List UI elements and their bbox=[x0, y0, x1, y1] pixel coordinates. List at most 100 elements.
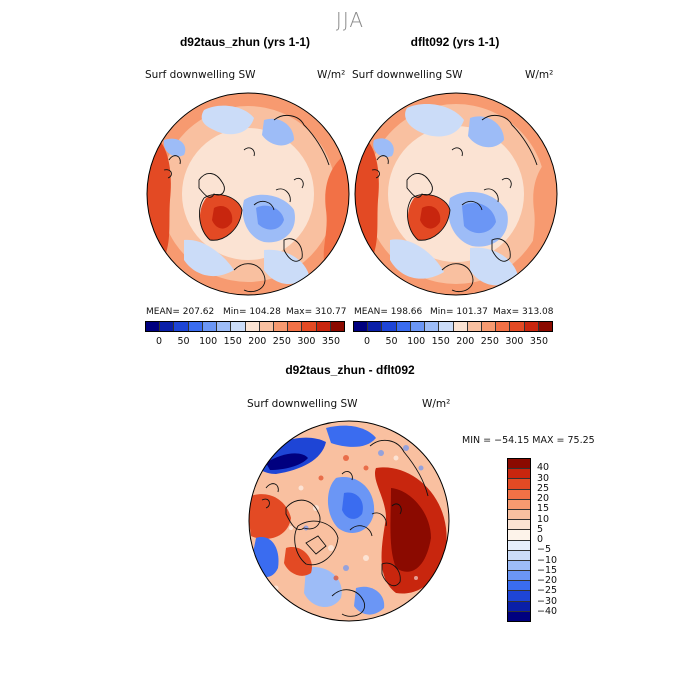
left-variable-label: Surf downwelling SW bbox=[145, 69, 256, 81]
right-colorbar bbox=[353, 321, 553, 332]
left-colorbar-swatch bbox=[231, 322, 246, 331]
diff-colorbar-swatch bbox=[508, 479, 530, 490]
left-colorbar-swatch bbox=[174, 322, 189, 331]
diff-colorbar-swatch bbox=[508, 459, 530, 470]
diff-colorbar-tick-label: −20 bbox=[537, 575, 558, 586]
right-colorbar-tick-label: 0 bbox=[363, 336, 371, 347]
left-colorbar-swatch bbox=[330, 322, 345, 331]
diff-colorbar-tick-label: −25 bbox=[537, 585, 558, 597]
left-colorbar-tick-label: 250 bbox=[272, 336, 291, 347]
diff-colorbar-swatch bbox=[508, 489, 530, 500]
left-colorbar-swatch bbox=[273, 322, 289, 331]
diff-colorbar-tick-label: 5 bbox=[537, 523, 544, 535]
right-colorbar-swatch bbox=[453, 322, 468, 331]
right-colorbar-tick-label: 50 bbox=[385, 336, 398, 347]
diff-colorbar-ticks: 40 30 25 20 15 10 5 0 −5 −10 −15 −20 −25 −30 −40 bbox=[537, 458, 577, 622]
right-colorbar-swatch bbox=[481, 322, 497, 331]
diff-colorbar-tick-label: −40 bbox=[537, 605, 558, 617]
right-colorbar-swatch bbox=[538, 322, 553, 331]
diff-colorbar bbox=[507, 458, 531, 622]
diff-colorbar-swatch bbox=[508, 530, 530, 541]
left-colorbar-swatch bbox=[188, 322, 203, 331]
diff-colorbar-tick-label: 30 bbox=[537, 472, 550, 484]
right-colorbar-swatch bbox=[524, 322, 539, 331]
left-colorbar-tick-label: 0 bbox=[155, 336, 163, 347]
diff-colorbar-swatch bbox=[508, 591, 530, 602]
diff-polar-map bbox=[248, 420, 450, 622]
diff-colorbar-swatch bbox=[508, 540, 530, 551]
right-colorbar-tick-label: 150 bbox=[431, 336, 450, 347]
left-polar-map bbox=[146, 92, 350, 296]
right-colorbar-ticks: 0 50 100 150 200 250 300 350 bbox=[353, 336, 553, 350]
left-max-stat: Max= 310.77 bbox=[286, 307, 347, 317]
right-polar-map bbox=[354, 92, 558, 296]
left-colorbar-tick-label: 150 bbox=[223, 336, 242, 347]
right-variable-label: Surf downwelling SW bbox=[352, 69, 463, 81]
left-units-label: W/m² bbox=[317, 69, 346, 81]
left-colorbar-swatch bbox=[217, 322, 232, 331]
diff-variable-label: Surf downwelling SW bbox=[247, 398, 358, 410]
diff-colorbar-swatch bbox=[508, 509, 530, 521]
diff-colorbar-tick-label: 40 bbox=[537, 462, 550, 474]
right-colorbar-tick-label: 300 bbox=[505, 336, 524, 347]
right-colorbar-swatch bbox=[510, 322, 525, 331]
left-colorbar-tick-label: 200 bbox=[248, 336, 267, 347]
left-min-stat: Min= 104.28 bbox=[223, 307, 281, 317]
right-colorbar-tick-label: 100 bbox=[407, 336, 426, 347]
left-colorbar-tick-label: 100 bbox=[199, 336, 218, 347]
right-colorbar-swatch bbox=[439, 322, 454, 331]
diff-colorbar-tick-label: −10 bbox=[537, 554, 558, 566]
left-colorbar-tick-label: 50 bbox=[177, 336, 190, 347]
left-colorbar-tick-label: 350 bbox=[321, 336, 341, 347]
right-colorbar-swatch bbox=[396, 322, 411, 331]
left-colorbar-ticks: 0 50 100 150 200 250 300 350 bbox=[145, 336, 345, 350]
right-panel-title: dflt092 (yrs 1-1) bbox=[410, 35, 500, 49]
diff-colorbar-swatch bbox=[508, 581, 530, 592]
right-min-stat: Min= 101.37 bbox=[430, 307, 488, 317]
right-units-label: W/m² bbox=[525, 69, 554, 81]
diff-panel-title: d92taus_zhun - dflt092 bbox=[285, 363, 415, 377]
right-colorbar-swatch bbox=[382, 322, 397, 331]
diff-colorbar-swatch bbox=[508, 601, 530, 612]
right-colorbar-swatch bbox=[368, 322, 383, 331]
right-colorbar-swatch bbox=[467, 322, 482, 331]
left-panel-title: d92taus_zhun (yrs 1-1) bbox=[179, 35, 311, 49]
right-colorbar-swatch bbox=[496, 322, 511, 331]
right-colorbar-swatch bbox=[354, 322, 369, 331]
diff-colorbar-swatch bbox=[508, 469, 530, 480]
diff-colorbar-tick-label: 0 bbox=[537, 534, 544, 545]
diff-colorbar-swatch bbox=[508, 520, 530, 531]
right-colorbar-tick-label: 250 bbox=[480, 336, 499, 347]
diff-colorbar-tick-label: 20 bbox=[537, 493, 550, 504]
left-colorbar-swatch bbox=[302, 322, 317, 331]
diff-colorbar-swatch bbox=[508, 550, 530, 561]
diff-colorbar-swatch bbox=[508, 571, 530, 582]
diff-colorbar-swatch bbox=[508, 611, 530, 621]
left-colorbar-swatch bbox=[146, 322, 161, 331]
right-colorbar-swatch bbox=[425, 322, 440, 331]
right-mean-stat: MEAN= 198.66 bbox=[354, 307, 423, 317]
right-max-stat: Max= 313.08 bbox=[493, 307, 554, 317]
right-colorbar-tick-label: 350 bbox=[529, 336, 549, 347]
diff-minmax-stat: MIN = −54.15 MAX = 75.25 bbox=[462, 435, 595, 446]
diff-colorbar-swatch bbox=[508, 560, 530, 572]
diff-colorbar-swatch bbox=[508, 499, 530, 510]
left-mean-stat: MEAN= 207.62 bbox=[146, 307, 215, 317]
diff-colorbar-tick-label: −15 bbox=[537, 564, 558, 576]
left-colorbar-swatch bbox=[202, 322, 218, 331]
left-colorbar-swatch bbox=[288, 322, 303, 331]
left-colorbar-swatch bbox=[259, 322, 274, 331]
left-colorbar-swatch bbox=[160, 322, 175, 331]
diff-colorbar-tick-label: 10 bbox=[537, 513, 550, 525]
diff-units-label: W/m² bbox=[422, 398, 451, 410]
diff-colorbar-tick-label: −30 bbox=[537, 595, 558, 607]
diff-colorbar-tick-label: −5 bbox=[537, 544, 552, 556]
left-colorbar bbox=[145, 321, 345, 332]
left-colorbar-tick-label: 300 bbox=[297, 336, 316, 347]
season-title: JJA bbox=[335, 8, 365, 32]
left-colorbar-swatch bbox=[245, 322, 260, 331]
right-colorbar-swatch bbox=[410, 322, 426, 331]
right-colorbar-tick-label: 200 bbox=[456, 336, 475, 347]
left-colorbar-swatch bbox=[316, 322, 331, 331]
diff-colorbar-tick-label: 25 bbox=[537, 482, 550, 494]
